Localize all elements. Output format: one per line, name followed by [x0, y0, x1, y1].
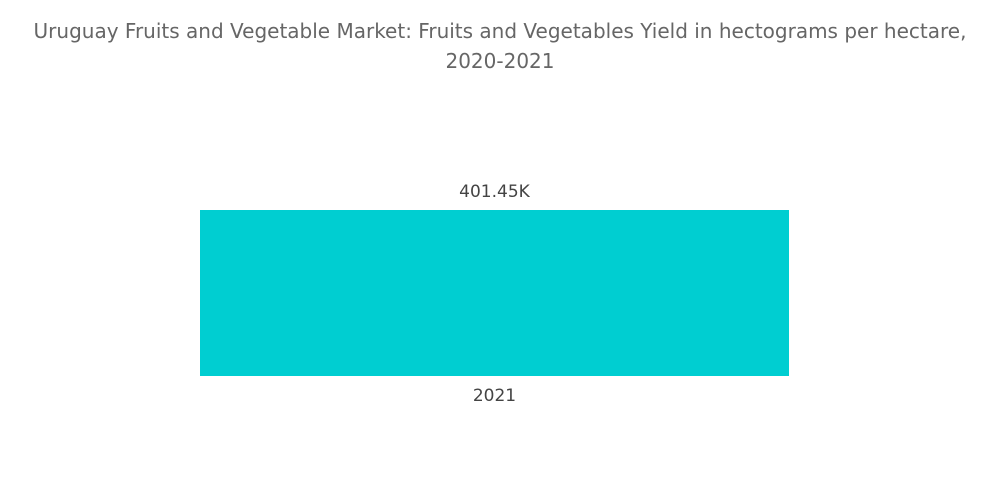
chart-title: Uruguay Fruits and Vegetable Market: Fru… [33, 19, 967, 73]
value-label: 401.45K [459, 182, 530, 202]
bar [200, 210, 789, 376]
x-tick-label: 2021 [473, 386, 516, 406]
